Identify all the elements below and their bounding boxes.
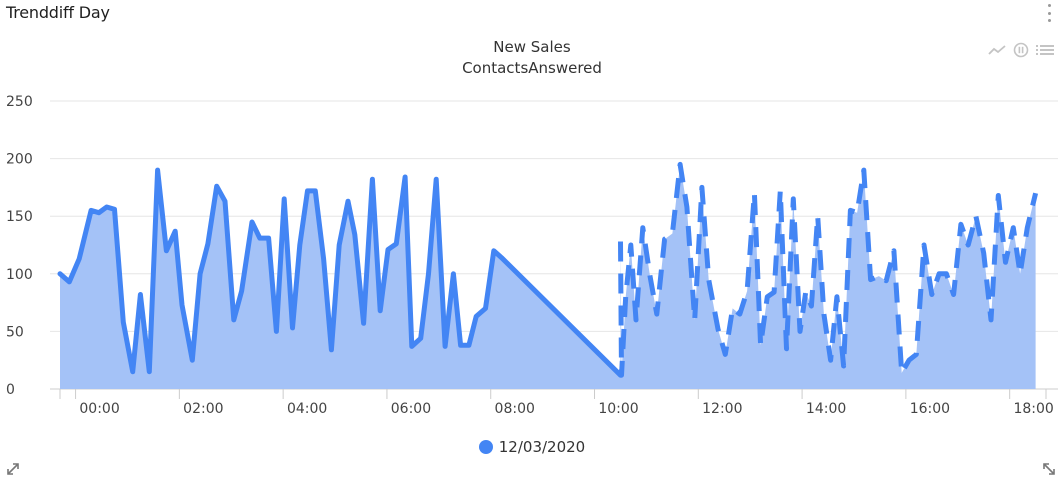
legend-label: 12/03/2020 [498,438,586,456]
series-area-0 [60,170,621,389]
x-tick-label: 00:00 [79,401,119,417]
x-tick-label: 18:00 [1013,401,1053,417]
widget-title: Trenddiff Day [6,3,110,22]
x-tick-label: 16:00 [910,401,950,417]
x-tick-label: 10:00 [598,401,638,417]
y-tick-label: 250 [6,94,33,110]
chart-subtitle: ContactsAnswered [462,59,602,77]
list-icon[interactable] [1036,42,1054,58]
resize-diagonal-icon[interactable] [1042,461,1056,475]
series-line-1[interactable] [618,161,1039,378]
x-tick-label: 08:00 [495,401,535,417]
x-tick-label: 02:00 [183,401,223,417]
y-tick-label: 50 [6,324,24,340]
series-line-0[interactable] [57,167,623,378]
line-chart-icon[interactable] [988,42,1006,58]
chart-title: New Sales [493,38,571,56]
vertical-dots-icon[interactable] [1044,4,1054,22]
x-tick-label: 12:00 [702,401,742,417]
x-tick-label: 14:00 [806,401,846,417]
y-tick-label: 0 [6,382,15,398]
legend[interactable]: 12/03/2020 [0,438,1064,456]
expand-diagonal-icon[interactable] [6,461,20,475]
y-tick-label: 150 [6,209,33,225]
x-tick-label: 04:00 [287,401,327,417]
y-tick-label: 100 [6,267,33,283]
y-tick-label: 200 [6,152,33,168]
x-tick-label: 06:00 [391,401,431,417]
legend-marker [478,440,493,454]
pause-icon[interactable] [1012,42,1030,58]
series-area-1 [620,164,1036,389]
